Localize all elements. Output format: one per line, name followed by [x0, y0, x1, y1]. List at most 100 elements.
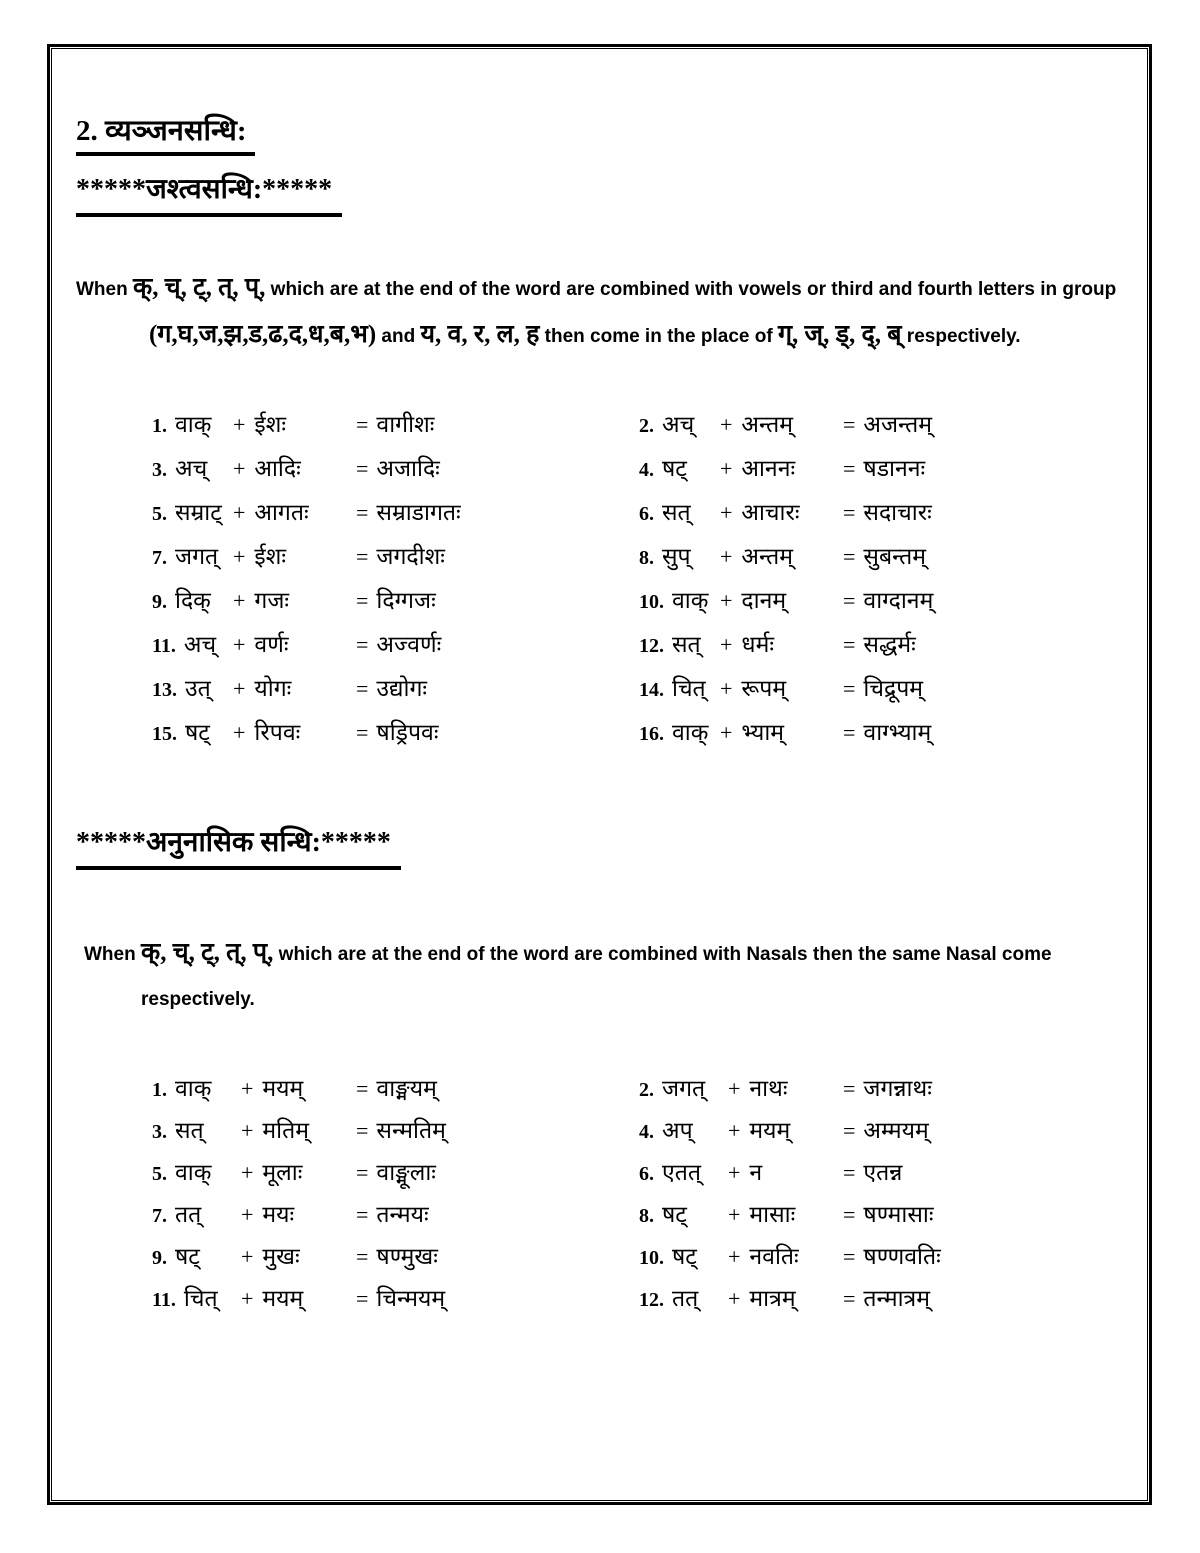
second-word: मयम्: [749, 1118, 791, 1143]
example-result: = षण्णवतिः: [843, 1239, 941, 1271]
result-word: एतन्न: [863, 1160, 903, 1185]
example-lead: 3. सत्: [152, 1113, 232, 1145]
example-result: = सम्राडागतः: [356, 495, 461, 527]
first-word: जगत्: [662, 1076, 706, 1101]
second-word: अन्तम्: [741, 412, 793, 437]
example-expression: 12. सत् + धर्मः: [639, 627, 843, 659]
example-result: = जगदीशः: [356, 539, 445, 571]
example-lead: 11. चित्: [152, 1281, 232, 1313]
result-word: षड्रिपवः: [376, 720, 439, 745]
plus-sign: +: [233, 544, 246, 569]
equals-sign: =: [843, 456, 856, 481]
example-lead: 7. जगत्: [152, 539, 224, 571]
result-word: सन्मतिम्: [376, 1118, 446, 1143]
example-row: 7. जगत् + ईशः = जगदीशः: [152, 533, 639, 577]
example-number: 11.: [152, 635, 176, 657]
intro-text: When: [76, 279, 133, 300]
equals-sign: =: [356, 500, 369, 525]
second-word: योगः: [254, 676, 292, 701]
example-number: 16.: [639, 723, 664, 745]
equals-sign: =: [843, 1286, 856, 1311]
first-word: सत्: [175, 1118, 204, 1143]
intro-text: When: [84, 944, 141, 965]
second-word: मयः: [262, 1202, 295, 1227]
example-row: 6. सत् + आचारः = सदाचारः: [639, 489, 1123, 533]
example-lead: 11. अच्: [152, 627, 224, 659]
equals-sign: =: [356, 412, 369, 437]
first-word: षट्: [662, 1202, 687, 1227]
first-word: वाक्: [175, 1160, 212, 1185]
first-word: तत्: [672, 1286, 699, 1311]
equals-sign: =: [843, 1202, 856, 1227]
section1-title-row: 2. व्यञ्जनसन्धि:: [76, 113, 1123, 156]
second-word: नाथः: [749, 1076, 788, 1101]
example-row: 4. षट् + आननः = षडाननः: [639, 445, 1123, 489]
equals-sign: =: [356, 632, 369, 657]
example-expression: 9. षट् + मुखः: [152, 1239, 356, 1271]
example-expression: 4. अप् + मयम्: [639, 1113, 843, 1145]
example-expression: 16. वाक् + भ्याम्: [639, 715, 843, 747]
first-word: षट्: [662, 456, 687, 481]
second-word: मूलाः: [262, 1160, 303, 1185]
second-word: भ्याम्: [741, 720, 785, 745]
example-expression: 3. सत् + मतिम्: [152, 1113, 356, 1145]
second-word: आननः: [741, 456, 796, 481]
second-word: मासाः: [749, 1202, 796, 1227]
plus-sign: +: [728, 1118, 741, 1143]
example-row: 2. अच् + अन्तम् = अजन्तम्: [639, 401, 1123, 445]
second-word: नवतिः: [749, 1244, 799, 1269]
example-number: 6.: [639, 1163, 654, 1185]
equals-sign: =: [356, 1160, 369, 1185]
example-expression: 3. अच् + आदिः: [152, 451, 356, 483]
intro-text: and: [376, 326, 421, 347]
second-word: वर्णः: [254, 632, 289, 657]
devanagari-letters: य, व, र, ल, ह: [420, 321, 540, 348]
result-word: षण्मासाः: [863, 1202, 934, 1227]
first-word: अच्: [662, 412, 695, 437]
first-word: सुप्: [662, 544, 691, 569]
second-word: रिपवः: [254, 720, 301, 745]
example-number: 3.: [152, 1121, 167, 1143]
second-word: ईशः: [254, 412, 287, 437]
example-lead: 15. षट्: [152, 715, 224, 747]
devanagari-letters: ग्, ज्, ड्, द्, ब्: [777, 321, 902, 348]
plus-sign: +: [720, 676, 733, 701]
second-word: ईशः: [254, 544, 287, 569]
example-row: 4. अप् + मयम् = अम्मयम्: [639, 1108, 1123, 1150]
example-row: 9. दिक् + गजः = दिग्गजः: [152, 577, 639, 621]
example-lead: 1. वाक्: [152, 1071, 232, 1103]
first-word: चित्: [672, 676, 706, 701]
example-number: 13.: [152, 679, 177, 701]
example-row: 8. षट् + मासाः = षण्मासाः: [639, 1192, 1123, 1234]
example-expression: 10. वाक् + दानम्: [639, 583, 843, 615]
example-lead: 1. वाक्: [152, 407, 224, 439]
result-word: षण्मुखः: [376, 1244, 438, 1269]
equals-sign: =: [356, 588, 369, 613]
example-number: 8.: [639, 1205, 654, 1227]
example-result: = षण्मासाः: [843, 1197, 934, 1229]
example-expression: 1. वाक् + मयम्: [152, 1071, 356, 1103]
example-lead: 5. वाक्: [152, 1155, 232, 1187]
example-row: 5. सम्राट् + आगतः = सम्राडागतः: [152, 489, 639, 533]
result-word: सदाचारः: [863, 500, 932, 525]
example-expression: 5. सम्राट् + आगतः: [152, 495, 356, 527]
plus-sign: +: [241, 1244, 254, 1269]
plus-sign: +: [720, 456, 733, 481]
plus-sign: +: [728, 1076, 741, 1101]
example-result: = तन्मात्रम्: [843, 1281, 930, 1313]
plus-sign: +: [233, 632, 246, 657]
example-row: 8. सुप् + अन्तम् = सुबन्तम्: [639, 533, 1123, 577]
plus-sign: +: [233, 412, 246, 437]
result-word: अम्मयम्: [863, 1118, 929, 1143]
equals-sign: =: [356, 544, 369, 569]
plus-sign: +: [728, 1160, 741, 1185]
result-word: चिन्मयम्: [376, 1286, 446, 1311]
example-row: 11. चित् + मयम् = चिन्मयम्: [152, 1276, 639, 1318]
result-word: चिद्रूपम्: [863, 676, 924, 701]
section2-title: *****अनुनासिक सन्धि:*****: [76, 825, 401, 870]
example-expression: 10. षट् + नवतिः: [639, 1239, 843, 1271]
example-result: = अजादिः: [356, 451, 440, 483]
result-word: सुबन्तम्: [863, 544, 927, 569]
first-word: वाक्: [175, 1076, 212, 1101]
equals-sign: =: [843, 676, 856, 701]
